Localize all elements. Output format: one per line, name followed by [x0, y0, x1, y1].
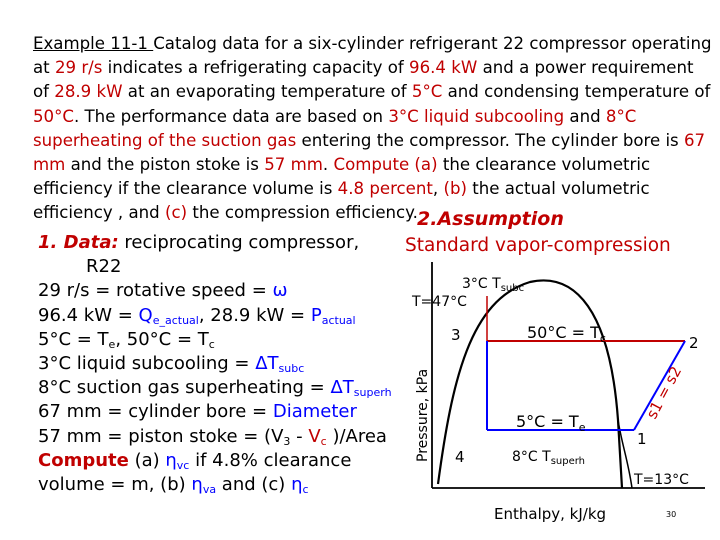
data-line-7: 8°C suction gas superheating = ΔTsuperh: [38, 377, 392, 400]
page-number: 30: [666, 510, 676, 519]
point-3-label: 3: [451, 326, 461, 344]
data-line-6: 3°C liquid subcooling = ΔTsubc: [38, 353, 305, 376]
point-1-label: 1: [637, 430, 647, 448]
isotherm-line: [617, 419, 633, 489]
data-line-11: volume = m, (b) ηva and (c) ηc: [38, 474, 309, 497]
problem-line-2: at 29 r/s indicates a refrigerating capa…: [33, 58, 694, 78]
assumption-title: 2.Assumption: [417, 208, 564, 230]
compression-line: [633, 340, 686, 431]
data-line-8: 67 mm = cylinder bore = Diameter: [38, 401, 357, 423]
te-label: 5°C = Te: [516, 412, 586, 434]
assumption-subtitle: Standard vapor-compression: [405, 235, 671, 256]
problem-line-7: efficiency if the clearance volume is 4.…: [33, 179, 650, 199]
data-line-2: R22: [86, 256, 122, 278]
problem-statement: Example 11-1 Catalog data for a six-cyli…: [33, 32, 712, 226]
y-axis-label: Pressure, kPa: [415, 369, 431, 462]
t13-label: T=13°C: [633, 472, 689, 488]
point-2-label: 2: [689, 334, 699, 352]
data-list: 1. Data: reciprocating compressor, R22 2…: [38, 231, 408, 497]
superh-label: 8°C Tsuperh: [512, 449, 585, 467]
data-line-9: 57 mm = piston stoke = (V3 - Vc )/Area: [38, 425, 387, 448]
t47-label: T=47°C: [411, 294, 467, 310]
problem-line-4: 50°C. The performance data are based on …: [33, 106, 637, 126]
data-line-10: Compute (a) ηvc if 4.8% clearance: [38, 449, 352, 472]
data-line-5: 5°C = Te, 50°C = Tc: [38, 328, 215, 351]
saturation-dome: [436, 279, 624, 489]
data-line-4: 96.4 kW = Qe_actual, 28.9 kW = Pactual: [38, 304, 356, 327]
subc-label: 3°C Tsubc: [462, 276, 524, 294]
x-axis-label: Enthalpy, kJ/kg: [494, 505, 606, 523]
problem-line-1: Example 11-1 Catalog data for a six-cyli…: [33, 34, 712, 53]
problem-line-3: of 28.9 kW at an evaporating temperature…: [33, 82, 711, 102]
s1-s2-label: s1 = s2: [643, 363, 686, 422]
tc-label: 50°C = Tc: [527, 323, 606, 345]
problem-line-5: superheating of the suction gas entering…: [33, 130, 706, 150]
problem-line-6: mm and the piston stoke is 57 mm. Comput…: [33, 155, 651, 175]
data-line-3: 29 r/s = rotative speed = ω: [38, 280, 288, 302]
problem-line-8: efficiency , and (c) the compression eff…: [33, 203, 418, 223]
point-4-label: 4: [455, 448, 465, 466]
data-line-1: 1. Data: reciprocating compressor,: [38, 232, 360, 253]
